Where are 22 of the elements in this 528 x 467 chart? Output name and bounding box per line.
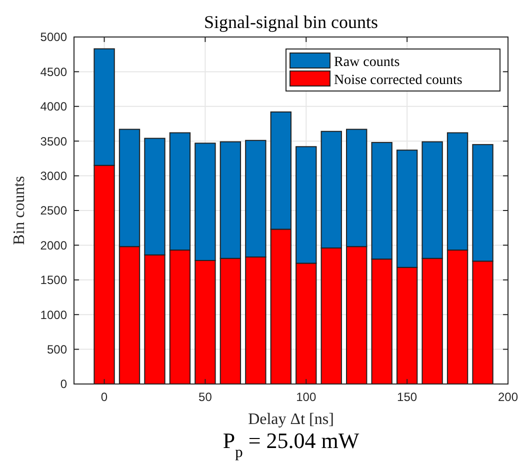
- y-tick-label: 4000: [40, 100, 68, 114]
- y-axis-title: Bin counts: [11, 176, 28, 245]
- x-axis-title: Delay Δt [ns]: [248, 411, 334, 428]
- y-tick-label: 500: [46, 342, 68, 356]
- x-tick-label: 100: [296, 390, 316, 404]
- y-tick-label: 1500: [40, 273, 68, 288]
- y-tick-label: 0: [60, 377, 68, 392]
- text: P$_{p}$ = 25.04 mW: [222, 428, 360, 460]
- x-tick-label: 200: [498, 390, 518, 404]
- x-tick-label: 50: [198, 390, 212, 404]
- chart-title: Signal-signal bin counts: [204, 12, 378, 32]
- legend-label: Raw counts: [334, 54, 400, 70]
- y-tick-label: 5000: [40, 30, 68, 44]
- legend-label: Noise corrected counts: [334, 72, 462, 88]
- y-tick-label: 2500: [40, 204, 68, 218]
- x-tick-label: 150: [397, 390, 418, 404]
- y-tick-label: 3000: [40, 169, 68, 183]
- x-tick-label: 0: [100, 390, 108, 404]
- y-tick-label: 1000: [40, 308, 68, 322]
- y-tick-label: 4500: [40, 64, 68, 79]
- y-tick-label: 3500: [40, 134, 68, 148]
- y-tick-label: 2000: [40, 238, 68, 252]
